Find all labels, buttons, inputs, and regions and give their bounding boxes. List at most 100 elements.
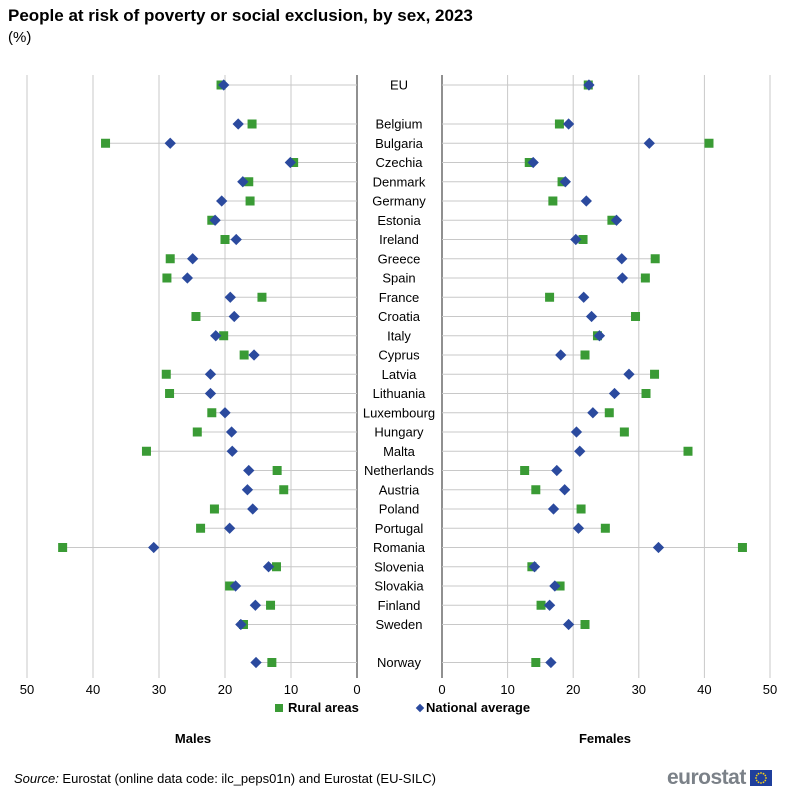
rural-marker-females-poland: [576, 504, 586, 514]
national-marker-males-romania: [148, 541, 160, 554]
national-marker-females-italy: [593, 330, 606, 342]
tick-label-females-10: 10: [500, 682, 514, 697]
national-marker-males-bulgaria: [164, 137, 176, 149]
country-label-malta: Malta: [383, 444, 416, 459]
country-label-latvia: Latvia: [382, 367, 417, 382]
tick-label-females-30: 30: [632, 682, 646, 697]
legend-rural-label: Rural areas: [288, 700, 359, 715]
country-label-sweden: Sweden: [376, 617, 423, 632]
national-marker-males-greece: [187, 253, 199, 265]
national-marker-females-luxembourg: [587, 407, 599, 419]
source-note: Source: Eurostat (online data code: ilc_…: [14, 771, 436, 786]
national-marker-females-germany: [580, 195, 592, 207]
rural-marker-males-belgium: [247, 119, 257, 129]
rural-marker-females-bulgaria: [704, 138, 714, 148]
tick-label-males-30: 30: [152, 682, 166, 697]
rural-marker-males-bulgaria: [101, 138, 111, 148]
chart-subtitle: (%): [8, 29, 32, 46]
country-label-czechia: Czechia: [376, 155, 424, 170]
national-marker-females-bulgaria: [643, 137, 655, 149]
national-marker-males-italy: [210, 330, 222, 342]
country-label-croatia: Croatia: [378, 309, 421, 324]
tick-label-females-0: 0: [438, 682, 445, 697]
national-marker-males-poland: [247, 503, 259, 515]
country-label-slovakia: Slovakia: [374, 579, 424, 594]
national-marker-males-ireland: [230, 233, 242, 246]
tick-label-females-20: 20: [566, 682, 580, 697]
tick-label-females-50: 50: [763, 682, 777, 697]
national-marker-males-czechia: [284, 156, 296, 169]
rural-marker-males-ireland: [220, 235, 230, 244]
tick-label-males-0: 0: [353, 682, 360, 697]
rural-marker-females-france: [545, 292, 555, 302]
country-label-eu: EU: [390, 78, 408, 93]
source-text: Eurostat (online data code: ilc_peps01n)…: [58, 771, 437, 786]
rural-marker-males-poland: [209, 504, 219, 514]
country-label-greece: Greece: [378, 251, 421, 266]
national-marker-females-france: [578, 291, 590, 303]
national-marker-males-sweden: [235, 618, 247, 631]
national-marker-females-denmark: [559, 176, 571, 188]
rural-marker-females-spain: [640, 273, 650, 283]
country-label-denmark: Denmark: [373, 174, 426, 189]
country-label-hungary: Hungary: [374, 425, 424, 440]
rural-marker-males-france: [257, 292, 267, 302]
rural-marker-females-finland: [536, 600, 546, 610]
national-marker-males-lithuania: [204, 387, 217, 400]
national-marker-males-estonia: [209, 214, 221, 226]
national-marker-females-malta: [574, 445, 586, 457]
panel-label-females: Females: [579, 731, 631, 746]
panel-label-males: Males: [175, 731, 211, 746]
national-marker-males-finland: [249, 599, 262, 611]
national-marker-females-greece: [616, 253, 628, 265]
grid-lines: [26, 75, 771, 678]
national-marker-males-hungary: [225, 426, 238, 438]
national-marker-females-slovenia: [528, 561, 541, 573]
national-marker-females-cyprus: [555, 349, 567, 361]
national-marker-males-spain: [181, 272, 194, 284]
rural-marker-males-lithuania: [165, 389, 175, 398]
national-marker-males-germany: [216, 195, 228, 207]
rural-marker-females-romania: [737, 543, 747, 552]
national-marker-females-finland: [543, 599, 556, 611]
rural-marker-males-latvia: [161, 369, 171, 379]
legend-rural-swatch: [275, 704, 283, 712]
rural-marker-females-lithuania: [641, 389, 651, 398]
rural-marker-males-portugal: [196, 523, 206, 533]
national-marker-females-poland: [547, 503, 560, 515]
national-marker-females-netherlands: [551, 464, 563, 477]
national-marker-females-czechia: [527, 156, 539, 169]
chart-title: People at risk of poverty or social excl…: [8, 6, 473, 25]
national-marker-males-slovakia: [229, 580, 242, 592]
national-marker-males-slovenia: [262, 561, 275, 573]
rural-marker-females-luxembourg: [604, 408, 614, 418]
eurostat-logo: eurostat: [667, 766, 772, 790]
national-marker-males-denmark: [237, 176, 249, 188]
rural-marker-males-romania: [58, 543, 68, 552]
country-label-romania: Romania: [373, 540, 426, 555]
national-marker-males-cyprus: [248, 349, 260, 361]
national-marker-females-austria: [559, 484, 571, 496]
country-label-portugal: Portugal: [375, 521, 424, 536]
rural-marker-males-austria: [279, 485, 289, 495]
data-marks: [58, 79, 747, 669]
tick-label-males-10: 10: [284, 682, 298, 697]
national-marker-females-ireland: [570, 233, 582, 246]
rural-marker-females-belgium: [554, 119, 564, 129]
national-marker-males-france: [224, 291, 236, 303]
rural-marker-females-sweden: [580, 620, 590, 629]
national-marker-females-romania: [652, 541, 665, 554]
rural-marker-males-slovakia: [225, 581, 235, 591]
source-label: Source:: [14, 771, 59, 786]
tick-label-males-50: 50: [20, 682, 34, 697]
national-marker-males-portugal: [223, 522, 236, 534]
rural-marker-females-austria: [531, 485, 541, 495]
national-marker-females-lithuania: [608, 387, 621, 400]
country-label-france: France: [379, 290, 419, 305]
rural-marker-females-greece: [650, 254, 660, 264]
country-label-luxembourg: Luxembourg: [363, 405, 435, 420]
tick-label-males-20: 20: [218, 682, 232, 697]
national-marker-males-malta: [226, 445, 238, 457]
rural-marker-males-denmark: [244, 177, 254, 187]
country-label-belgium: Belgium: [376, 117, 423, 132]
